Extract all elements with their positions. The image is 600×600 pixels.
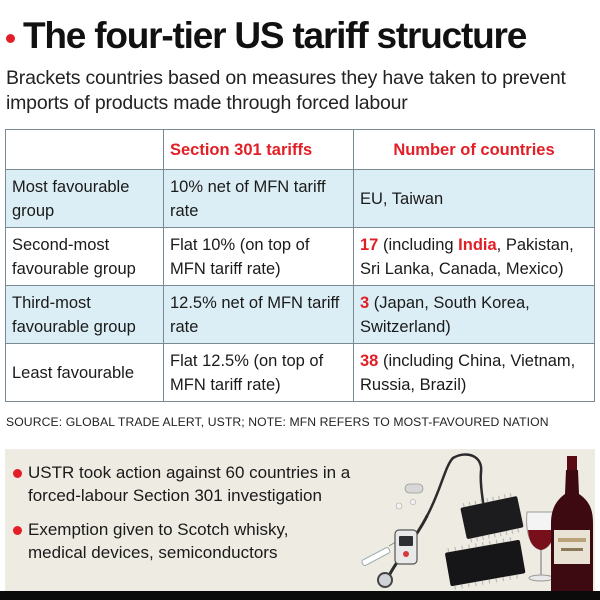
tier-tariff: Flat 12.5% (on top of MFN tariff rate): [163, 343, 354, 402]
column-header-tariffs: Section 301 tariffs: [163, 129, 354, 170]
country-count: 17: [360, 235, 379, 254]
tier-name: Least favourable: [5, 343, 164, 402]
note-text: USTR took action against 60 countries in…: [28, 463, 351, 505]
tier-tariff: 10% net of MFN tariff rate: [163, 169, 354, 228]
page-title: The four-tier US tariff structure: [23, 15, 527, 56]
country-list: (including China, Vietnam, Russia, Brazi…: [360, 351, 576, 394]
country-list: , Pakistan, Sri Lanka, Canada, Mexico): [360, 235, 574, 278]
tier-name: Most favourable group: [5, 169, 164, 228]
bullet-icon: [13, 469, 22, 478]
wine-bottle-icon: [551, 456, 593, 591]
column-header-group: [5, 129, 164, 170]
note-item: USTR took action against 60 countries in…: [13, 461, 368, 507]
tier-countries: 17 (including India, Pakistan, Sri Lanka…: [353, 227, 595, 286]
country-list: (Japan, South Korea, Switzerland): [360, 293, 530, 336]
glucose-meter-icon: [394, 529, 418, 565]
country-count: 3: [360, 293, 370, 312]
source-note: SOURCE: GLOBAL TRADE ALERT, USTR; NOTE: …: [6, 415, 549, 429]
tier-tariff: 12.5% net of MFN tariff rate: [163, 285, 354, 344]
table-row: Third-most favourable group 12.5% net of…: [5, 285, 595, 344]
table-row: Least favourable Flat 12.5% (on top of M…: [5, 343, 595, 402]
note-text: Exemption given to Scotch whisky, medica…: [28, 520, 289, 562]
tier-countries: EU, Taiwan: [353, 169, 595, 228]
country-count: 38: [360, 351, 379, 370]
tier-name: Second-most favourable group: [5, 227, 164, 286]
country-list-prefix: (including: [378, 235, 459, 254]
headline: The four-tier US tariff structure: [6, 10, 527, 62]
table-row: Second-most favourable group Flat 10% (o…: [5, 227, 595, 286]
microchip-icon: [445, 493, 526, 590]
footer-bar: [0, 591, 600, 600]
bullet-icon: [13, 526, 22, 535]
title-bullet-icon: [6, 33, 15, 43]
column-header-countries: Number of countries: [353, 129, 595, 170]
tier-tariff: Flat 10% (on top of MFN tariff rate): [163, 227, 354, 286]
syringe-icon: [361, 539, 400, 567]
pill-icon: [395, 483, 424, 510]
tariff-table: Section 301 tariffs Number of countries …: [5, 129, 595, 402]
tier-countries: 3 (Japan, South Korea, Switzerland): [353, 285, 595, 344]
highlighted-country: India: [458, 235, 497, 254]
country-list: EU, Taiwan: [360, 189, 444, 208]
note-item: Exemption given to Scotch whisky, medica…: [13, 518, 328, 564]
wine-glass-icon: [526, 511, 556, 582]
table-row: Most favourable group 10% net of MFN tar…: [5, 169, 595, 228]
tier-name: Third-most favourable group: [5, 285, 164, 344]
exempt-goods-illustration: [361, 453, 593, 591]
table-header-row: Section 301 tariffs Number of countries: [5, 129, 595, 170]
page-subtitle: Brackets countries based on measures the…: [6, 67, 566, 114]
tier-countries: 38 (including China, Vietnam, Russia, Br…: [353, 343, 595, 402]
